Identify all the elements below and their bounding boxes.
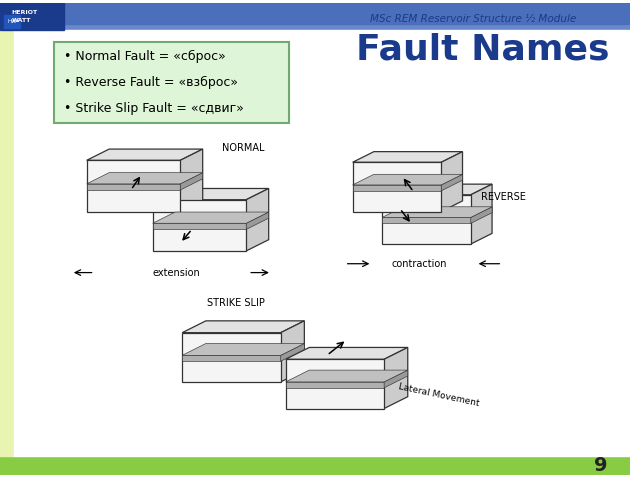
Polygon shape bbox=[384, 370, 408, 388]
Text: HW: HW bbox=[7, 19, 17, 24]
Bar bbox=[0, 3, 630, 30]
Polygon shape bbox=[285, 348, 408, 359]
Polygon shape bbox=[153, 189, 269, 200]
Polygon shape bbox=[441, 174, 463, 191]
Circle shape bbox=[22, 11, 42, 30]
Text: HERIOT: HERIOT bbox=[12, 10, 38, 15]
Polygon shape bbox=[281, 321, 305, 382]
Polygon shape bbox=[382, 184, 492, 195]
Text: • Strike Slip Fault = «сдвиг»: • Strike Slip Fault = «сдвиг» bbox=[64, 102, 244, 115]
Text: • Reverse Fault = «взброс»: • Reverse Fault = «взброс» bbox=[64, 76, 238, 89]
Polygon shape bbox=[180, 149, 203, 212]
Polygon shape bbox=[441, 152, 463, 212]
Text: WATT: WATT bbox=[12, 18, 31, 23]
Bar bbox=[0, 30, 14, 456]
Polygon shape bbox=[182, 333, 281, 382]
Polygon shape bbox=[471, 207, 492, 223]
Bar bbox=[0, 3, 630, 24]
Polygon shape bbox=[382, 217, 471, 223]
Polygon shape bbox=[353, 185, 441, 191]
Polygon shape bbox=[285, 370, 408, 382]
Polygon shape bbox=[86, 160, 180, 212]
Polygon shape bbox=[353, 162, 441, 212]
Polygon shape bbox=[384, 348, 408, 408]
Text: contraction: contraction bbox=[392, 259, 447, 269]
Polygon shape bbox=[153, 223, 246, 229]
Text: 9: 9 bbox=[594, 456, 607, 475]
Text: • Normal Fault = «сброс»: • Normal Fault = «сброс» bbox=[64, 50, 226, 63]
Polygon shape bbox=[353, 152, 463, 162]
Polygon shape bbox=[382, 195, 471, 244]
Polygon shape bbox=[281, 344, 305, 361]
Polygon shape bbox=[246, 189, 269, 251]
Polygon shape bbox=[382, 207, 492, 217]
Polygon shape bbox=[285, 382, 384, 388]
Polygon shape bbox=[471, 184, 492, 244]
Polygon shape bbox=[285, 359, 384, 408]
Polygon shape bbox=[246, 212, 269, 229]
Polygon shape bbox=[180, 173, 203, 190]
Polygon shape bbox=[182, 321, 305, 333]
Text: REVERSE: REVERSE bbox=[481, 192, 525, 202]
Polygon shape bbox=[153, 212, 269, 223]
FancyBboxPatch shape bbox=[54, 42, 289, 123]
Polygon shape bbox=[86, 173, 203, 184]
Text: Lateral Movement: Lateral Movement bbox=[398, 382, 481, 408]
Bar bbox=[4, 14, 20, 28]
Text: MSc REM Reservoir Structure ½ Module: MSc REM Reservoir Structure ½ Module bbox=[370, 14, 576, 24]
Polygon shape bbox=[153, 200, 246, 251]
Text: STRIKE SLIP: STRIKE SLIP bbox=[207, 298, 266, 308]
Polygon shape bbox=[86, 149, 203, 160]
Polygon shape bbox=[86, 184, 180, 190]
Polygon shape bbox=[182, 344, 305, 355]
Bar bbox=[0, 456, 630, 476]
Polygon shape bbox=[182, 355, 281, 361]
Text: Fault Names: Fault Names bbox=[356, 33, 609, 67]
Bar bbox=[0, 3, 64, 30]
Polygon shape bbox=[353, 174, 463, 185]
Text: NORMAL: NORMAL bbox=[221, 144, 264, 154]
Text: extension: extension bbox=[152, 267, 200, 277]
